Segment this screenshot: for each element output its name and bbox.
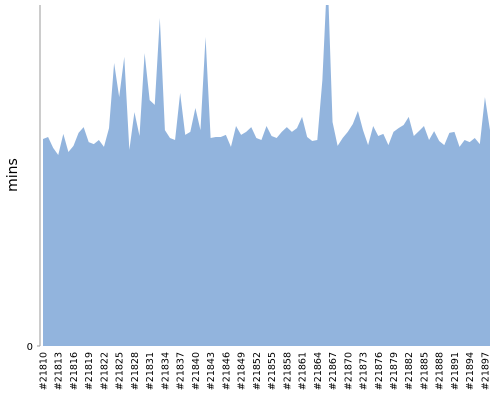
x-tick-label: #21831 bbox=[145, 352, 156, 390]
x-tick-label: #21885 bbox=[419, 352, 430, 390]
x-tick-label: #21891 bbox=[450, 352, 461, 390]
x-tick-label: #21855 bbox=[267, 352, 278, 390]
x-tick-label: #21888 bbox=[435, 352, 446, 390]
x-tick-label: #21819 bbox=[84, 352, 95, 390]
x-tick-label: #21864 bbox=[313, 352, 324, 390]
x-tick-label: #21810 bbox=[39, 352, 50, 390]
x-tick-label: #21852 bbox=[252, 352, 263, 390]
x-tick-label: #21876 bbox=[374, 352, 385, 390]
x-tick-label: #21846 bbox=[221, 352, 232, 390]
x-tick-label: #21813 bbox=[54, 352, 65, 390]
x-tick-label: #21858 bbox=[282, 352, 293, 390]
x-tick-label: #21873 bbox=[359, 352, 370, 390]
x-tick-label: #21867 bbox=[328, 352, 339, 390]
area bbox=[43, 5, 490, 346]
x-tick-label: #21834 bbox=[160, 352, 171, 390]
x-tick-label: #21840 bbox=[191, 352, 202, 390]
x-tick-label: #21870 bbox=[343, 352, 354, 390]
x-tick-label: #21837 bbox=[176, 352, 187, 390]
y-tick-label: 0 bbox=[27, 342, 33, 353]
x-tick-label: #21825 bbox=[115, 352, 126, 390]
x-tick-label: #21828 bbox=[130, 352, 141, 390]
x-tick-label: #21879 bbox=[389, 352, 400, 390]
x-tick-label: #21897 bbox=[480, 352, 491, 390]
x-tick-label: #21894 bbox=[465, 352, 476, 390]
x-tick-label: #21861 bbox=[298, 352, 309, 390]
x-tick-label: #21849 bbox=[237, 352, 248, 390]
x-tick-label: #21816 bbox=[69, 352, 80, 390]
x-tick-label: #21843 bbox=[206, 352, 217, 390]
x-tick-label: #21882 bbox=[404, 352, 415, 390]
y-axis-label: mins bbox=[5, 158, 21, 192]
x-tick-label: #21822 bbox=[99, 352, 110, 390]
